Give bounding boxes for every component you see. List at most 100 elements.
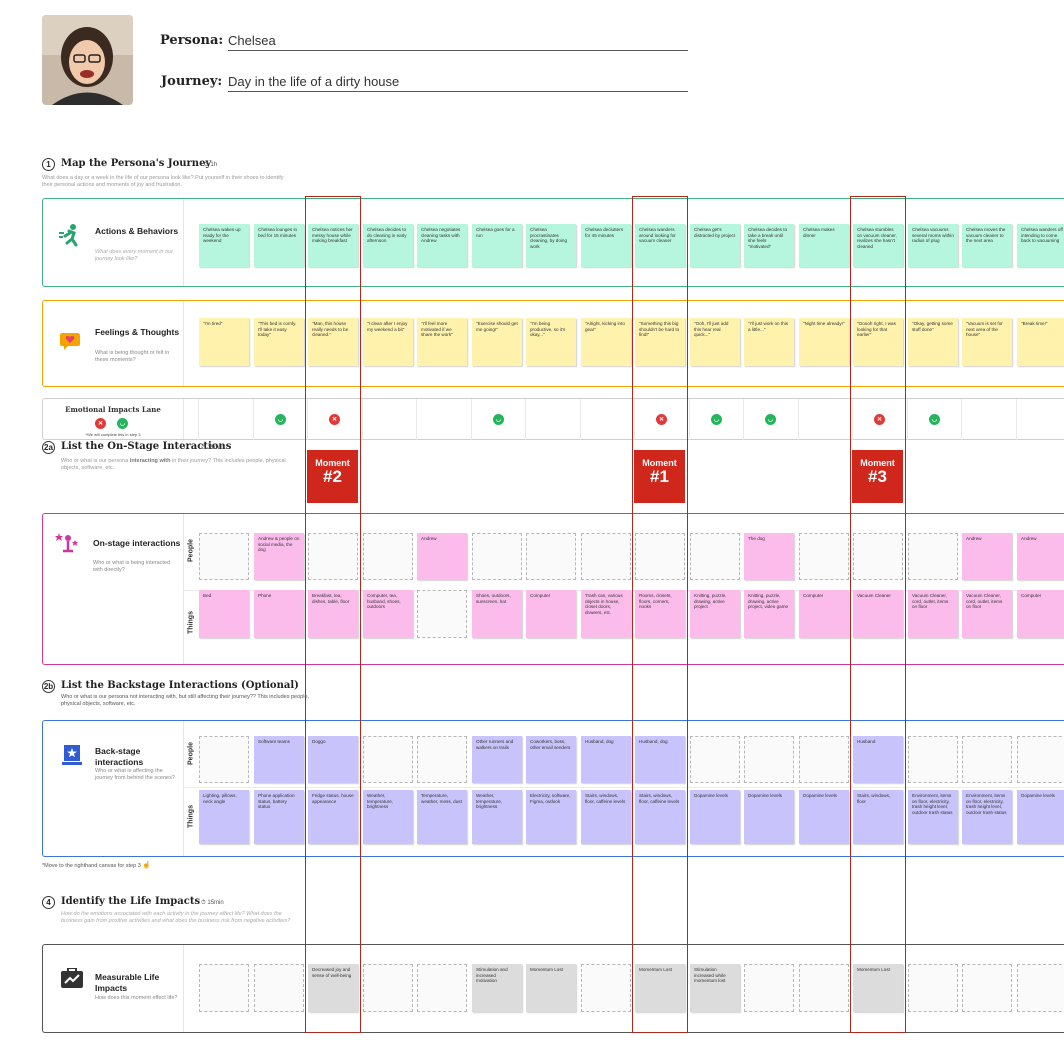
action-sticky-note[interactable]: Chelsea decides to do cleaning in early … — [363, 224, 413, 267]
empty-slot[interactable] — [744, 736, 794, 783]
feeling-sticky-note[interactable]: "Vacuum is set for next area of the hous… — [962, 318, 1012, 366]
backstage-things-note[interactable]: Lighting, pillows, neck angle — [199, 790, 249, 844]
feeling-sticky-note[interactable]: "Something this big shouldn't be hard to… — [635, 318, 685, 366]
feeling-sticky-note[interactable]: "Man, this house really needs to be clea… — [308, 318, 358, 366]
onstage-things-note[interactable]: Bed — [199, 590, 249, 638]
empty-slot[interactable] — [799, 736, 849, 783]
action-sticky-note[interactable]: Chelsea wakes up ready for the weekend — [199, 224, 249, 267]
emotion-cell[interactable] — [525, 399, 580, 440]
onstage-things-note[interactable]: Shoes, outdoors, sunscreen, hat — [472, 590, 522, 638]
onstage-things-note[interactable]: Vacuum Cleaner — [853, 590, 903, 638]
empty-slot[interactable] — [690, 533, 740, 580]
life-impact-note[interactable]: Momentum Lost — [853, 964, 903, 1012]
backstage-things-note[interactable]: Weather, temperature, brightness — [472, 790, 522, 844]
action-sticky-note[interactable]: Chelsea notices her messy house while ma… — [308, 224, 358, 267]
onstage-things-note[interactable]: Breakfast, tea, dishes, table, floor — [308, 590, 358, 638]
empty-slot[interactable] — [962, 736, 1012, 783]
onstage-things-note[interactable]: Computer — [799, 590, 849, 638]
action-sticky-note[interactable]: Chelsea get's distracted by project — [690, 224, 740, 267]
empty-slot[interactable] — [363, 964, 413, 1012]
onstage-things-note[interactable]: Phone — [254, 590, 304, 638]
empty-slot[interactable] — [908, 533, 958, 580]
emotion-cell[interactable]: ✕ — [634, 399, 689, 440]
emotion-cell[interactable] — [362, 399, 417, 440]
empty-slot[interactable] — [199, 964, 249, 1012]
empty-slot[interactable] — [853, 533, 903, 580]
empty-slot[interactable] — [1017, 736, 1064, 783]
backstage-things-note[interactable]: Environment, items on floor, electricity… — [908, 790, 958, 844]
backstage-people-note[interactable]: Software teams — [254, 736, 304, 783]
life-impact-note[interactable]: Decreased joy and sense of well-being — [308, 964, 358, 1012]
empty-slot[interactable] — [635, 533, 685, 580]
empty-slot[interactable] — [1017, 964, 1064, 1012]
backstage-things-note[interactable]: Phone application status, battery status — [254, 790, 304, 844]
action-sticky-note[interactable]: Chelsea stumbles on vacuum cleaner, real… — [853, 224, 903, 267]
journey-name-field[interactable]: Day in the life of a dirty house — [228, 74, 688, 92]
empty-slot[interactable] — [799, 964, 849, 1012]
backstage-things-note[interactable]: Stairs, windows, floor, caffeine levels — [581, 790, 631, 844]
emotion-cell[interactable]: ◡ — [689, 399, 744, 440]
empty-slot[interactable] — [363, 736, 413, 783]
feeling-sticky-note[interactable]: "This bed is comfy. I'll take it easy to… — [254, 318, 304, 366]
empty-slot[interactable] — [581, 533, 631, 580]
empty-slot[interactable] — [308, 533, 358, 580]
action-sticky-note[interactable]: Chelsea lounges in bed for 15 minutes — [254, 224, 304, 267]
action-sticky-note[interactable]: Chelsea decides to take a break until sh… — [744, 224, 794, 267]
backstage-people-note[interactable]: Coworkers, boss, other email senders — [526, 736, 576, 783]
emotion-cell[interactable]: ◡ — [471, 399, 526, 440]
feeling-sticky-note[interactable]: "Break time!" — [1017, 318, 1064, 366]
action-sticky-note[interactable]: Chelsea wanders around looking for vacuu… — [635, 224, 685, 267]
backstage-things-note[interactable]: Dopamine levels — [690, 790, 740, 844]
backstage-things-note[interactable]: Electricity, software, Figma, outlook — [526, 790, 576, 844]
feeling-sticky-note[interactable]: "I'm tired" — [199, 318, 249, 366]
empty-slot[interactable] — [744, 964, 794, 1012]
backstage-things-note[interactable]: Environment, items on floor, electricity… — [962, 790, 1012, 844]
backstage-people-note[interactable]: Husband — [853, 736, 903, 783]
backstage-things-note[interactable]: Stairs, windows, floor, caffeine levels — [635, 790, 685, 844]
onstage-things-note[interactable]: Vacuum Cleaner, cord, outlet, items on f… — [908, 590, 958, 638]
onstage-things-note[interactable]: Knitting, puzzle, drawing, active projec… — [690, 590, 740, 638]
emotion-cell[interactable] — [580, 399, 635, 440]
feeling-sticky-note[interactable]: "Night time already!" — [799, 318, 849, 366]
emotion-cell[interactable]: ✕ — [307, 399, 362, 440]
emotion-cell[interactable] — [416, 399, 471, 440]
emotion-cell[interactable] — [961, 399, 1016, 440]
emotion-cell[interactable] — [1016, 399, 1064, 440]
backstage-things-note[interactable]: Weather, temperature, brightness — [363, 790, 413, 844]
backstage-people-note[interactable]: Husband, dog — [581, 736, 631, 783]
empty-slot[interactable] — [199, 533, 249, 580]
onstage-things-note[interactable]: Rooms, closets, floors, corners, nooks — [635, 590, 685, 638]
emotion-cell[interactable]: ◡ — [743, 399, 798, 440]
feeling-sticky-note[interactable]: "I clean after I enjoy my weekend a bit" — [363, 318, 413, 366]
emotion-cell[interactable]: ◡ — [253, 399, 308, 440]
onstage-things-note[interactable]: Computer — [526, 590, 576, 638]
empty-slot[interactable] — [417, 590, 467, 638]
persona-name-field[interactable]: Chelsea — [228, 33, 688, 51]
feeling-sticky-note[interactable]: "Exercise should get me going!" — [472, 318, 522, 366]
action-sticky-note[interactable]: Chelsea declutters for 45 minutes — [581, 224, 631, 267]
empty-slot[interactable] — [417, 964, 467, 1012]
backstage-things-note[interactable]: Fridge status, house appearance — [308, 790, 358, 844]
empty-slot[interactable] — [363, 533, 413, 580]
action-sticky-note[interactable]: Chelsea makes dinner — [799, 224, 849, 267]
feeling-sticky-note[interactable]: "Alright, kicking into gear" — [581, 318, 631, 366]
backstage-people-note[interactable]: Husband, dog — [635, 736, 685, 783]
empty-slot[interactable] — [799, 533, 849, 580]
empty-slot[interactable] — [581, 964, 631, 1012]
feeling-sticky-note[interactable]: "Okay, getting some stuff done" — [908, 318, 958, 366]
backstage-things-note[interactable]: Stairs, windows, floor — [853, 790, 903, 844]
emotion-cell[interactable] — [198, 399, 253, 440]
feeling-sticky-note[interactable]: "Ooooh right, I was looking for that ear… — [853, 318, 903, 366]
action-sticky-note[interactable]: Chelsea negotiates cleaning tasks with A… — [417, 224, 467, 267]
empty-slot[interactable] — [254, 964, 304, 1012]
feeling-sticky-note[interactable]: "Ooh, I'll just add this hear real quick… — [690, 318, 740, 366]
onstage-people-note[interactable]: Andrew — [962, 533, 1012, 580]
feeling-sticky-note[interactable]: "I'm being productive, so it's okay..." — [526, 318, 576, 366]
empty-slot[interactable] — [908, 964, 958, 1012]
emotion-cell[interactable] — [798, 399, 853, 440]
empty-slot[interactable] — [199, 736, 249, 783]
onstage-things-note[interactable]: Computer, tea, husband, shoes, outdoors — [363, 590, 413, 638]
action-sticky-note[interactable]: Chelsea wanders off intending to come ba… — [1017, 224, 1064, 267]
backstage-people-note[interactable]: Other runners and walkers on trails — [472, 736, 522, 783]
empty-slot[interactable] — [908, 736, 958, 783]
